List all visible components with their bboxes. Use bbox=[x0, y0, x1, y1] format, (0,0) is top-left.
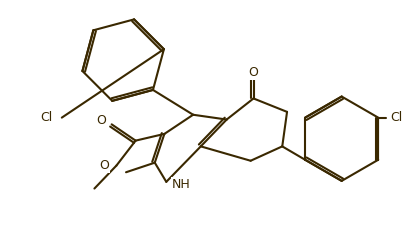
Text: Cl: Cl bbox=[391, 111, 403, 124]
Text: Cl: Cl bbox=[40, 111, 52, 124]
Text: O: O bbox=[96, 114, 106, 127]
Text: O: O bbox=[249, 66, 259, 79]
Text: O: O bbox=[99, 159, 109, 172]
Text: NH: NH bbox=[172, 178, 191, 191]
